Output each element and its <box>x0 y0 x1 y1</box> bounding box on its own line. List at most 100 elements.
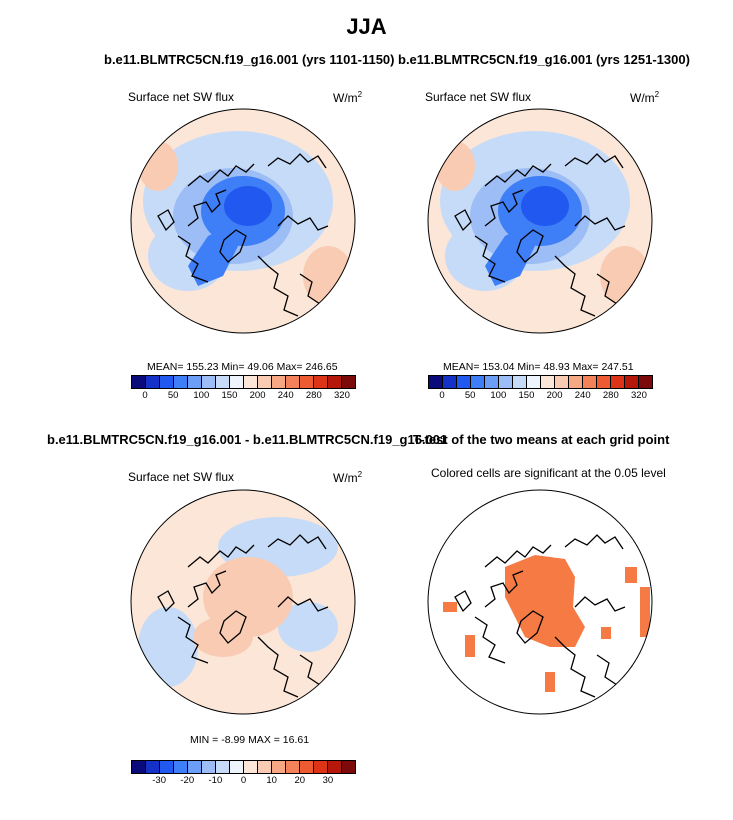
colorbar-swatch <box>132 376 146 388</box>
field-ice-deep <box>521 186 569 226</box>
panel3-colorbar <box>131 760 356 774</box>
coastline <box>554 636 596 698</box>
coastline <box>219 229 247 263</box>
panel2-stats: MEAN= 153.04 Min= 48.93 Max= 247.51 <box>443 361 634 373</box>
significant-cell <box>465 635 475 657</box>
coastline <box>277 596 329 612</box>
coastline <box>564 153 624 169</box>
field-ice-deep <box>224 186 272 226</box>
colorbar-swatch <box>188 761 202 773</box>
colorbar-swatch <box>258 761 272 773</box>
colorbar-tick-label: 240 <box>277 390 294 401</box>
colorbar-swatch <box>286 376 300 388</box>
panel3-units-base: W/m <box>333 471 358 485</box>
colorbar-swatch <box>499 376 513 388</box>
colorbar-tick-label: 0 <box>142 390 148 401</box>
colorbar-swatch <box>328 761 342 773</box>
panel4-polar-map <box>427 489 653 715</box>
panel2-units-exp: 2 <box>654 90 660 99</box>
panel1-colorbar <box>131 375 356 389</box>
coastline <box>157 209 175 232</box>
panel2-title: b.e11.BLMTRC5CN.f19_g16.001 (yrs 1251-13… <box>398 52 690 67</box>
panel1-stats: MEAN= 155.23 Min= 49.06 Max= 246.65 <box>147 361 338 373</box>
significant-cell <box>625 567 637 583</box>
panel1-units: W/m2 <box>333 90 362 105</box>
map-field <box>131 490 355 714</box>
panel4-title: T-test of the two means at each grid poi… <box>413 432 670 447</box>
colorbar-tick-label: 200 <box>546 390 563 401</box>
colorbar-tick-label: 10 <box>266 775 277 786</box>
colorbar-swatch <box>160 376 174 388</box>
field-greenland <box>188 226 238 286</box>
panel3-stats: MIN = -8.99 MAX = 16.61 <box>190 734 310 746</box>
colorbar-tick-label: 100 <box>490 390 507 401</box>
coastline <box>474 235 506 283</box>
colorbar-swatch <box>300 761 314 773</box>
panel2-colorbar-ticks: 0 50 100 150 200 240 280 320 <box>428 390 653 404</box>
colorbar-swatch <box>597 376 611 388</box>
colorbar-swatch <box>174 376 188 388</box>
significant-region <box>505 555 585 647</box>
colorbar-tick-label: 100 <box>193 390 210 401</box>
colorbar-tick-label: 50 <box>167 390 179 401</box>
colorbar-swatch <box>244 761 258 773</box>
colorbar-swatch <box>216 761 230 773</box>
panel2-units-base: W/m <box>630 91 655 105</box>
colorbar-tick-label: 30 <box>322 775 334 786</box>
coastline <box>484 163 552 187</box>
colorbar-swatch <box>286 761 300 773</box>
colorbar-swatch <box>583 376 597 388</box>
colorbar-swatch <box>146 761 160 773</box>
colorbar-swatch <box>272 761 286 773</box>
colorbar-swatch <box>174 761 188 773</box>
colorbar-tick-label: 280 <box>602 390 619 401</box>
colorbar-tick-label: 150 <box>221 390 238 401</box>
colorbar-swatch <box>639 376 652 388</box>
colorbar-swatch <box>328 376 342 388</box>
colorbar-swatch <box>146 376 160 388</box>
map-boundary <box>427 489 653 715</box>
panel3-units-exp: 2 <box>357 470 363 479</box>
colorbar-swatch <box>244 376 258 388</box>
colorbar-swatch <box>160 761 174 773</box>
significant-cell <box>601 627 611 639</box>
colorbar-swatch <box>188 376 202 388</box>
coastline <box>257 636 299 698</box>
coastline <box>516 610 544 644</box>
colorbar-tick-label: 240 <box>574 390 591 401</box>
colorbar-swatch <box>230 376 244 388</box>
colorbar-tick-label: 320 <box>631 390 647 401</box>
field-positive <box>203 557 293 637</box>
colorbar-swatch <box>202 376 216 388</box>
field-negative <box>278 602 338 652</box>
panel1-colorbar-ticks: 0 50 100 150 200 240 280 320 <box>131 390 356 404</box>
colorbar-swatch <box>443 376 457 388</box>
panel1-units-base: W/m <box>333 91 358 105</box>
colorbar-tick-label: 50 <box>464 390 476 401</box>
coastline <box>157 590 175 613</box>
colorbar-swatch <box>471 376 485 388</box>
colorbar-tick-label: 280 <box>305 390 322 401</box>
coastline <box>219 610 247 644</box>
colorbar-tick-label: -10 <box>208 775 223 786</box>
colorbar-tick-label: 200 <box>249 390 266 401</box>
coastline <box>187 163 255 187</box>
field-negative <box>138 607 198 687</box>
colorbar-swatch <box>527 376 541 388</box>
map-field <box>131 109 355 333</box>
colorbar-swatch <box>457 376 471 388</box>
coastline <box>277 215 329 231</box>
colorbar-tick-label: -20 <box>180 775 195 786</box>
panel4-variable: Colored cells are significant at the 0.0… <box>431 466 666 480</box>
field-greenland <box>485 226 535 286</box>
colorbar-swatch <box>541 376 555 388</box>
colorbar-swatch <box>216 376 230 388</box>
panel2-units: W/m2 <box>630 90 659 105</box>
panel2-variable: Surface net SW flux <box>425 90 532 104</box>
coastline <box>484 189 524 227</box>
colorbar-swatch <box>132 761 146 773</box>
colorbar-swatch <box>569 376 583 388</box>
colorbar-swatch <box>342 761 355 773</box>
colorbar-tick-label: 0 <box>240 775 247 786</box>
colorbar-swatch <box>555 376 569 388</box>
